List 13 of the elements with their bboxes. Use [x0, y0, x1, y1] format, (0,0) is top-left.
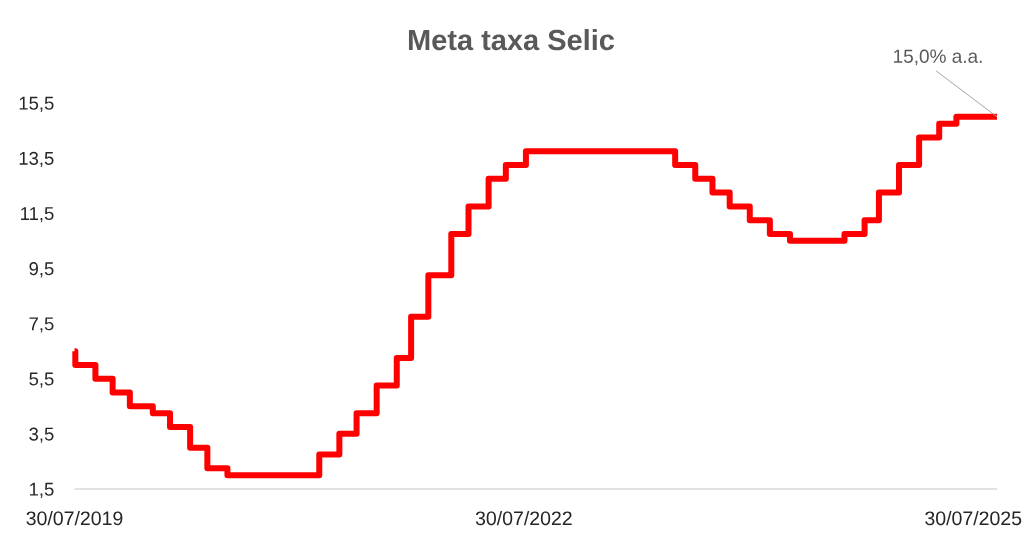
y-tick-label: 13,5 [19, 151, 54, 168]
y-tick-label: 11,5 [21, 207, 54, 223]
x-tick-label: 30/07/2022 [475, 510, 572, 526]
y-tick-label: 5,5 [29, 372, 54, 388]
annotation: 15,0% a.a. [894, 49, 982, 66]
x-tick-label: 30/07/2025 [925, 510, 1022, 526]
x-tick-label: 30/07/2019 [26, 510, 123, 526]
y-tick-label: 9,5 [29, 262, 54, 278]
y-tick-label: 3,5 [29, 427, 54, 443]
y-tick-label: 15,5 [19, 96, 54, 112]
chart-title: Meta taxa Selic [408, 28, 615, 51]
y-tick-label: 7,5 [29, 317, 54, 333]
y-tick-label: 1,5 [29, 482, 54, 498]
